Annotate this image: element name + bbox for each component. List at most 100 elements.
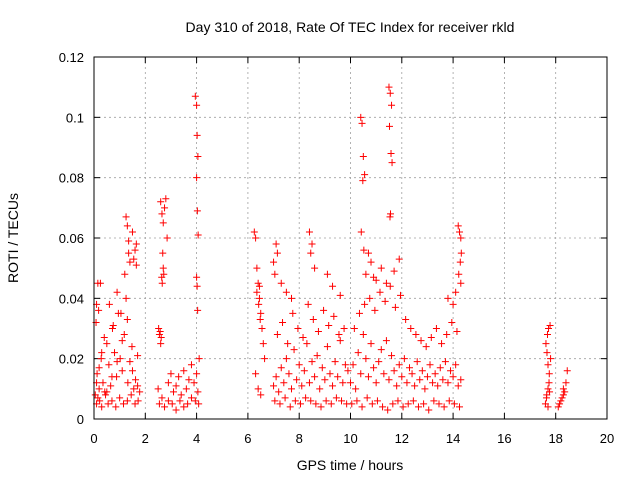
data-point	[561, 388, 569, 396]
data-point	[384, 406, 392, 414]
data-point	[417, 337, 425, 345]
data-point	[93, 370, 101, 378]
data-point	[254, 279, 262, 287]
y-tick-label: 0.12	[59, 50, 84, 65]
data-point	[386, 213, 394, 221]
data-point	[323, 270, 331, 278]
data-point	[405, 364, 413, 372]
data-point	[311, 264, 319, 272]
data-point	[390, 267, 398, 275]
data-point	[258, 325, 266, 332]
x-tick-label: 14	[446, 431, 460, 446]
data-point	[336, 337, 344, 345]
data-point	[296, 400, 304, 408]
data-point	[393, 382, 401, 390]
data-point	[367, 340, 375, 348]
data-point	[155, 400, 163, 408]
data-point	[164, 397, 172, 405]
data-point	[547, 355, 555, 363]
data-point	[349, 361, 357, 369]
data-point	[130, 255, 138, 263]
data-point	[259, 340, 267, 348]
data-point	[307, 397, 315, 405]
data-point	[418, 367, 426, 375]
data-point	[382, 279, 390, 287]
data-point	[172, 382, 180, 390]
data-point	[456, 258, 464, 266]
data-point	[557, 397, 565, 405]
data-point	[357, 228, 365, 236]
data-point	[382, 337, 390, 345]
data-point	[381, 297, 389, 305]
data-point	[185, 376, 193, 384]
data-point	[363, 394, 371, 402]
data-point	[457, 376, 465, 384]
data-point	[440, 403, 448, 411]
data-point	[95, 306, 103, 314]
data-point	[176, 397, 184, 405]
data-point	[158, 210, 166, 218]
data-point	[305, 379, 313, 387]
data-point	[350, 325, 358, 332]
data-point	[347, 379, 354, 387]
data-point	[354, 349, 362, 357]
data-point	[395, 255, 403, 263]
data-point	[123, 315, 131, 323]
data-point	[254, 385, 262, 393]
data-point	[113, 358, 121, 366]
data-point	[373, 397, 381, 405]
data-point	[367, 258, 375, 266]
data-point	[276, 400, 284, 408]
data-point	[180, 403, 188, 411]
data-point	[295, 361, 303, 369]
data-point	[193, 273, 201, 281]
data-point	[449, 373, 457, 381]
data-point	[272, 240, 280, 248]
data-point	[416, 376, 424, 384]
data-point	[102, 391, 110, 399]
data-point	[403, 379, 411, 387]
data-point	[167, 370, 175, 378]
data-point	[450, 400, 458, 408]
data-point	[187, 361, 195, 369]
data-point	[194, 231, 202, 239]
data-point	[447, 367, 455, 375]
data-point	[193, 370, 201, 378]
data-point	[371, 306, 379, 314]
data-point	[255, 294, 263, 302]
data-point	[158, 273, 166, 281]
data-point	[435, 400, 443, 408]
data-point	[434, 382, 442, 390]
data-point	[385, 83, 393, 91]
data-point	[175, 373, 183, 381]
data-point	[116, 394, 124, 402]
data-point	[108, 325, 116, 332]
data-point	[311, 373, 319, 381]
data-point	[136, 388, 144, 396]
data-point	[118, 367, 126, 375]
data-point	[353, 397, 361, 405]
data-point	[542, 340, 550, 348]
x-tick-label: 8	[296, 431, 303, 446]
data-point	[558, 394, 566, 402]
data-point	[331, 358, 339, 366]
y-tick-label: 0.1	[66, 110, 84, 125]
data-point	[317, 403, 325, 411]
data-point	[456, 403, 464, 411]
data-point	[289, 309, 297, 317]
data-point	[182, 385, 190, 393]
data-point	[105, 361, 113, 369]
data-point	[108, 373, 116, 381]
data-point	[358, 403, 366, 411]
data-point	[162, 195, 170, 203]
data-point	[456, 228, 464, 236]
data-point	[100, 334, 108, 342]
data-point	[282, 355, 290, 363]
data-point	[155, 331, 163, 339]
data-point	[134, 397, 142, 405]
data-point	[348, 400, 356, 408]
data-point	[299, 334, 307, 342]
data-point	[385, 122, 393, 130]
data-point	[389, 400, 397, 408]
data-point	[123, 222, 131, 230]
